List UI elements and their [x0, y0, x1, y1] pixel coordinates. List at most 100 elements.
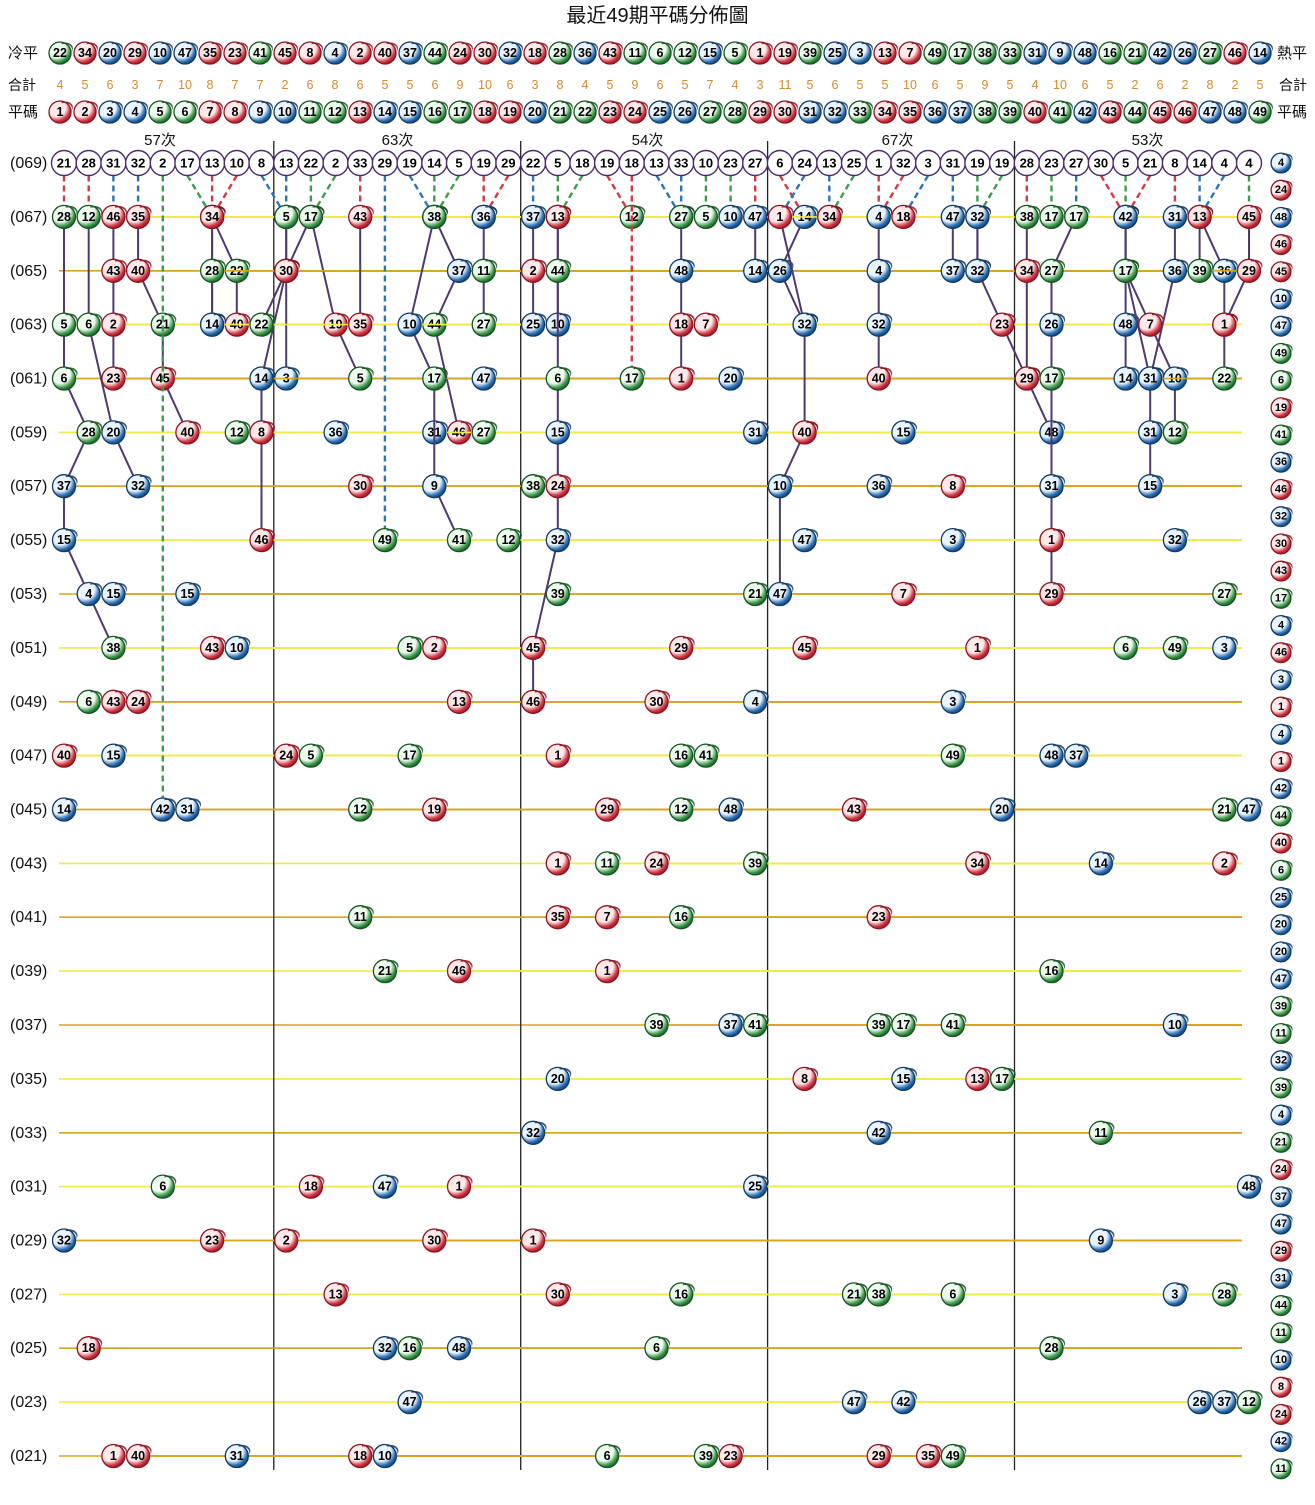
svg-text:7: 7 [900, 587, 907, 601]
svg-text:18: 18 [625, 156, 639, 171]
svg-text:40: 40 [131, 1449, 145, 1463]
svg-text:7: 7 [157, 78, 164, 92]
svg-text:12: 12 [501, 533, 515, 547]
svg-text:14: 14 [378, 105, 392, 119]
svg-text:30: 30 [1094, 156, 1108, 171]
svg-text:最近49期平碼分佈圖: 最近49期平碼分佈圖 [566, 4, 748, 27]
svg-text:15: 15 [703, 46, 717, 60]
svg-text:8: 8 [332, 78, 339, 92]
svg-text:21: 21 [1275, 1136, 1287, 1148]
svg-text:22: 22 [578, 105, 592, 119]
svg-text:54次: 54次 [632, 132, 664, 149]
svg-text:19: 19 [1275, 402, 1287, 414]
svg-text:6: 6 [357, 78, 364, 92]
svg-text:24: 24 [650, 856, 664, 870]
svg-text:5: 5 [732, 46, 739, 60]
svg-text:(043): (043) [10, 855, 47, 872]
svg-text:13: 13 [452, 695, 466, 709]
svg-text:27: 27 [703, 105, 717, 119]
svg-text:5: 5 [1107, 78, 1114, 92]
svg-text:2: 2 [1232, 78, 1239, 92]
svg-text:6: 6 [932, 78, 939, 92]
svg-text:24: 24 [797, 156, 812, 171]
svg-text:6: 6 [159, 1180, 166, 1194]
svg-text:1: 1 [776, 210, 783, 224]
svg-text:47: 47 [946, 210, 960, 224]
svg-text:13: 13 [329, 1287, 343, 1301]
svg-text:5: 5 [357, 372, 364, 386]
svg-text:20: 20 [103, 46, 117, 60]
svg-text:13: 13 [551, 210, 565, 224]
svg-text:43: 43 [603, 46, 617, 60]
svg-text:48: 48 [1045, 749, 1059, 763]
svg-text:38: 38 [106, 641, 120, 655]
svg-text:39: 39 [551, 587, 565, 601]
svg-text:19: 19 [600, 156, 614, 171]
svg-text:46: 46 [255, 533, 269, 547]
svg-text:21: 21 [57, 156, 71, 171]
svg-text:14: 14 [1119, 372, 1133, 386]
svg-text:5: 5 [682, 78, 689, 92]
svg-text:9: 9 [257, 105, 264, 119]
svg-text:13: 13 [970, 1072, 984, 1086]
svg-text:5: 5 [702, 210, 709, 224]
svg-text:合計: 合計 [1279, 77, 1307, 93]
svg-text:3: 3 [1221, 641, 1228, 655]
svg-text:2: 2 [283, 1234, 290, 1248]
svg-text:6: 6 [1082, 78, 1089, 92]
svg-text:9: 9 [431, 479, 438, 493]
svg-text:(059): (059) [10, 424, 47, 441]
svg-text:熱平: 熱平 [1277, 45, 1307, 62]
svg-text:(025): (025) [10, 1340, 47, 1357]
svg-text:20: 20 [724, 372, 738, 386]
svg-text:32: 32 [896, 156, 910, 171]
svg-text:17: 17 [1045, 210, 1059, 224]
svg-text:28: 28 [57, 210, 71, 224]
svg-text:11: 11 [1275, 1028, 1287, 1040]
svg-text:23: 23 [603, 105, 617, 119]
svg-text:44: 44 [1275, 1300, 1288, 1312]
svg-text:10: 10 [699, 156, 713, 171]
svg-text:8: 8 [307, 46, 314, 60]
svg-text:13: 13 [1193, 210, 1207, 224]
svg-text:10: 10 [153, 46, 167, 60]
svg-text:31: 31 [1143, 372, 1157, 386]
svg-text:29: 29 [128, 46, 142, 60]
svg-text:10: 10 [230, 641, 244, 655]
svg-text:25: 25 [847, 156, 861, 171]
svg-text:37: 37 [1217, 1395, 1231, 1409]
svg-text:29: 29 [1242, 264, 1256, 278]
svg-text:45: 45 [798, 641, 812, 655]
svg-text:25: 25 [828, 46, 842, 60]
svg-text:8: 8 [258, 425, 265, 439]
svg-text:15: 15 [57, 533, 71, 547]
svg-text:6: 6 [657, 78, 664, 92]
svg-text:46: 46 [1228, 46, 1242, 60]
svg-text:3: 3 [107, 105, 114, 119]
svg-text:10: 10 [378, 1449, 392, 1463]
svg-text:42: 42 [1153, 46, 1167, 60]
svg-text:47: 47 [1275, 973, 1287, 985]
svg-text:40: 40 [872, 372, 886, 386]
svg-text:30: 30 [551, 1287, 565, 1301]
svg-text:46: 46 [452, 964, 466, 978]
svg-text:5: 5 [1122, 156, 1129, 171]
svg-text:8: 8 [232, 105, 239, 119]
svg-text:4: 4 [1245, 156, 1253, 171]
svg-text:36: 36 [578, 46, 592, 60]
svg-text:37: 37 [57, 479, 71, 493]
svg-text:46: 46 [1275, 647, 1287, 659]
svg-text:25: 25 [653, 105, 667, 119]
svg-text:15: 15 [403, 105, 417, 119]
svg-text:3: 3 [857, 46, 864, 60]
svg-text:41: 41 [748, 1018, 762, 1032]
svg-text:16: 16 [674, 749, 688, 763]
svg-text:31: 31 [1275, 1272, 1287, 1284]
svg-text:25: 25 [526, 318, 540, 332]
svg-text:24: 24 [551, 479, 565, 493]
svg-text:18: 18 [674, 318, 688, 332]
svg-text:25: 25 [1275, 892, 1287, 904]
svg-text:47: 47 [178, 46, 192, 60]
svg-text:1: 1 [974, 641, 981, 655]
svg-text:48: 48 [724, 803, 738, 817]
